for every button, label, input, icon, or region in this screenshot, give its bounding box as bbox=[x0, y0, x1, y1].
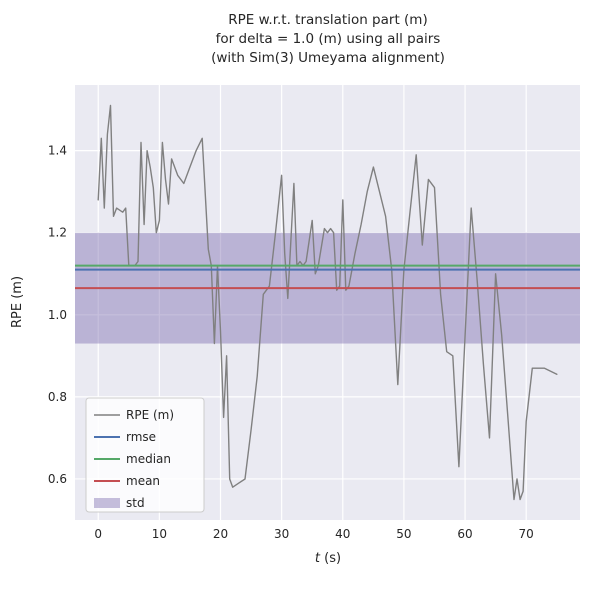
legend-label: std bbox=[126, 496, 145, 510]
legend-label: mean bbox=[126, 474, 160, 488]
plot-area: 0 10 20 30 40 50 60 70 0.6 0.8 1.0 1.2 1.4 RPE (m) rms… bbox=[48, 85, 580, 541]
x-tick-label: 70 bbox=[519, 527, 534, 541]
y-tick-label: 0.6 bbox=[48, 472, 67, 486]
x-tick-label: 50 bbox=[396, 527, 411, 541]
chart-title-line-1: RPE w.r.t. translation part (m) bbox=[228, 12, 427, 28]
rpe-line bbox=[97, 104, 558, 501]
x-tick-label: 60 bbox=[457, 527, 472, 541]
y-tick-label: 1.0 bbox=[48, 308, 67, 322]
x-tick-label: 0 bbox=[94, 527, 102, 541]
chart-title-line-3: (with Sim(3) Umeyama alignment) bbox=[211, 50, 445, 66]
x-axis-label-unit: (s) bbox=[320, 551, 341, 566]
x-tick-label: 40 bbox=[335, 527, 350, 541]
legend-label: median bbox=[126, 452, 171, 466]
legend-frame bbox=[85, 397, 205, 513]
legend-swatch-std bbox=[94, 498, 120, 508]
legend-label: rmse bbox=[126, 430, 156, 444]
legend: RPE (m) rmse median mean std bbox=[85, 397, 205, 513]
chart-title-line-2: for delta = 1.0 (m) using all pairs bbox=[216, 31, 441, 47]
x-axis-label: t (s) bbox=[315, 551, 341, 566]
y-tick-label: 0.8 bbox=[48, 390, 67, 404]
x-tick-label: 20 bbox=[213, 527, 228, 541]
y-tick-label: 1.2 bbox=[48, 226, 67, 240]
y-axis-label: RPE (m) bbox=[10, 276, 25, 328]
y-tick-label: 1.4 bbox=[48, 144, 67, 158]
x-axis-label-variable: t bbox=[315, 551, 321, 566]
legend-label: RPE (m) bbox=[126, 408, 174, 422]
x-tick-label: 30 bbox=[274, 527, 289, 541]
x-tick-label: 10 bbox=[152, 527, 167, 541]
